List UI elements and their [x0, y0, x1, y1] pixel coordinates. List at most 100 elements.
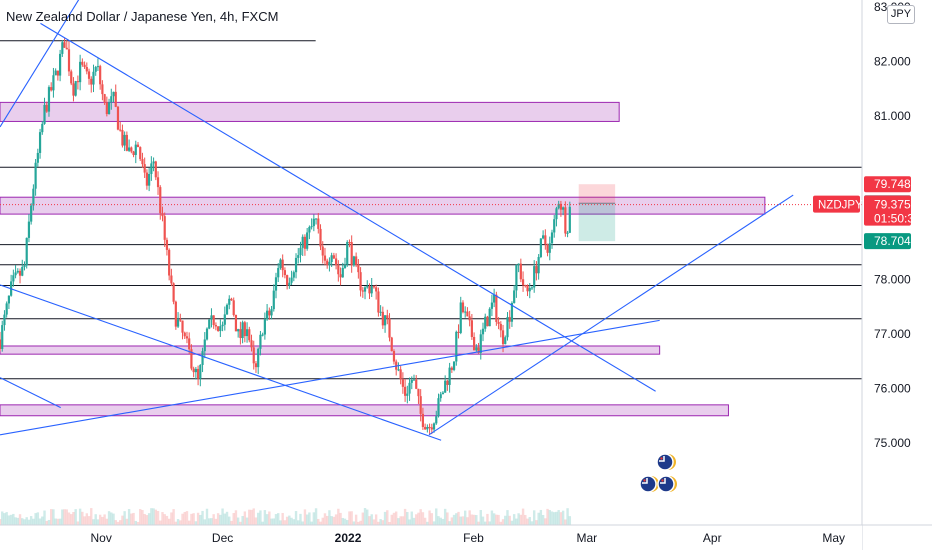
candle: [170, 276, 172, 284]
volume-bar: [228, 517, 230, 525]
candle: [497, 322, 499, 324]
volume-bar: [208, 518, 210, 525]
time-tick-label: 2022: [335, 531, 362, 545]
candle: [219, 326, 221, 331]
volume-bar: [135, 521, 137, 525]
trendline-3[interactable]: [0, 378, 61, 408]
volume-bar: [99, 515, 101, 525]
stop-loss-area[interactable]: [579, 184, 615, 203]
volume-bar: [166, 516, 168, 525]
volume-bar: [440, 518, 442, 525]
nz-flag-icon[interactable]: [640, 476, 656, 492]
trendline-4[interactable]: [0, 320, 660, 434]
candle: [70, 71, 72, 83]
candle: [466, 312, 468, 317]
candle: [242, 322, 244, 338]
volume-bar: [8, 515, 10, 525]
candle: [217, 326, 219, 331]
candle: [339, 274, 341, 277]
volume-bar: [103, 514, 105, 525]
volume-bar: [277, 513, 279, 525]
candle: [262, 335, 264, 336]
short-position-tool[interactable]: [579, 184, 615, 241]
candle: [489, 309, 491, 326]
candle: [384, 315, 386, 325]
candle: [152, 161, 154, 163]
volume-bar: [471, 514, 473, 525]
volume-bar: [286, 517, 288, 525]
volume-bar: [130, 514, 132, 525]
candle: [506, 317, 508, 337]
candle: [0, 339, 1, 349]
candle: [348, 242, 350, 243]
zone-2[interactable]: [0, 346, 660, 354]
volume-bar: [371, 514, 373, 525]
volume-bar: [168, 519, 170, 525]
candle: [357, 265, 359, 272]
candle: [388, 319, 390, 338]
volume-bar: [273, 518, 275, 525]
candle: [204, 339, 206, 351]
volume-bar: [41, 517, 43, 525]
volume-bar: [480, 510, 482, 525]
candle: [224, 314, 226, 324]
volume-bar: [444, 509, 446, 525]
zone-0[interactable]: [0, 102, 619, 121]
candle: [99, 66, 101, 84]
candle: [453, 361, 455, 369]
candle: [546, 244, 548, 252]
candle: [544, 235, 546, 244]
volume-bar: [92, 519, 94, 525]
candle: [306, 232, 308, 248]
zone-1[interactable]: [0, 197, 765, 214]
zone-3[interactable]: [0, 405, 728, 416]
volume-bar: [431, 513, 433, 525]
candle: [30, 206, 32, 222]
candle: [246, 329, 248, 336]
candlesticks: [0, 38, 571, 434]
volume-bar: [315, 508, 317, 525]
take-profit-area[interactable]: [579, 203, 615, 241]
volume-bar: [526, 519, 528, 525]
nz-flag-icon[interactable]: [657, 454, 673, 470]
time-tick-label: Apr: [703, 531, 722, 545]
nz-flag-icon[interactable]: [658, 476, 674, 492]
volume-bar: [546, 509, 548, 525]
candle: [208, 320, 210, 329]
flag-cross-mark: [661, 479, 663, 481]
volume-bar: [295, 511, 297, 525]
volume-bar: [488, 521, 490, 525]
candle: [106, 102, 108, 114]
volume-bar: [150, 508, 152, 525]
candle: [368, 286, 370, 293]
volume-bar: [373, 519, 375, 525]
candle: [366, 286, 368, 287]
candle: [39, 132, 41, 153]
candle: [337, 265, 339, 274]
candle: [491, 303, 493, 309]
candle: [538, 257, 540, 273]
trendline-2[interactable]: [0, 285, 441, 440]
candle: [540, 238, 542, 257]
flag-cross-mark: [660, 457, 662, 459]
volume-bar: [422, 512, 424, 525]
event-icons[interactable]: [640, 454, 677, 492]
volume-bar: [411, 512, 413, 525]
candle: [308, 227, 310, 233]
volume-bar: [342, 518, 344, 525]
candle: [179, 319, 181, 320]
currency-badge[interactable]: JPY: [887, 5, 915, 24]
volume-bar: [464, 511, 466, 525]
volume-bar: [404, 509, 406, 525]
candle: [77, 81, 79, 82]
candle: [355, 256, 357, 264]
volume-bar: [522, 509, 524, 525]
candle: [400, 369, 402, 379]
volume-bar: [59, 519, 61, 525]
candle: [375, 287, 377, 291]
volume-bar: [259, 510, 261, 525]
symbol-label: NZDJPY: [818, 200, 863, 212]
volume-bar: [88, 516, 90, 525]
volume-bar: [201, 511, 203, 525]
